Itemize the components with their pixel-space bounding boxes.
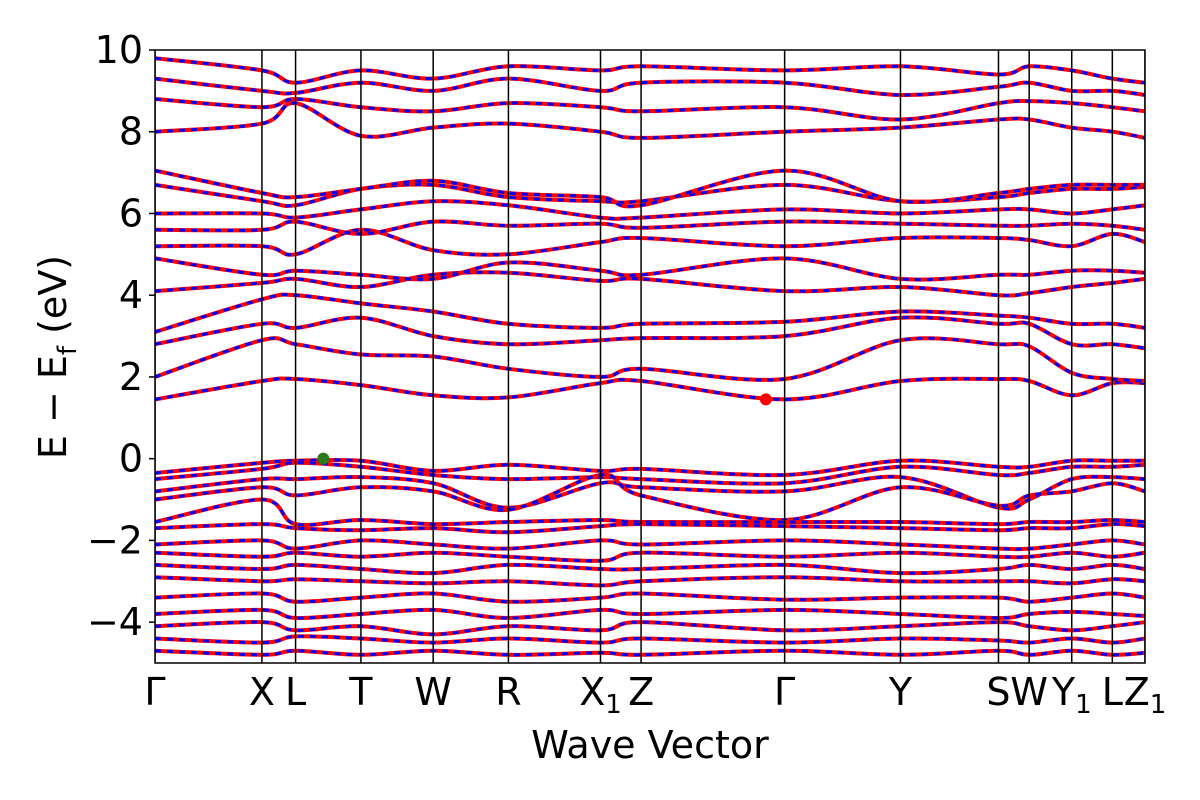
- band-14-red: [155, 56, 1145, 85]
- cbm-marker: [759, 393, 772, 406]
- y-axis-title-unit: (eV): [31, 255, 75, 346]
- band-27-red: [155, 620, 1145, 637]
- band-19-blue: [155, 497, 1145, 527]
- x-tick-label-11: W: [1010, 670, 1048, 714]
- band-5-red: [155, 256, 1145, 282]
- x-tick-label-7: Z: [628, 670, 654, 714]
- x-tick-label-6: X1: [579, 670, 622, 720]
- x-tick-label-12: Y1: [1051, 670, 1092, 720]
- x-tick-label-5: R: [495, 670, 521, 714]
- y-axis-title: E − Ef (eV): [31, 255, 83, 459]
- band-7-blue: [155, 219, 1145, 236]
- y-tick-label-0: −4: [87, 600, 143, 644]
- band-9-blue: [155, 182, 1145, 208]
- band-25-blue: [155, 591, 1145, 604]
- svg-text:E − Ef (eV): E − Ef (eV): [31, 255, 83, 459]
- band-18-red: [155, 472, 1145, 523]
- x-axis-title: Wave Vector: [531, 723, 769, 767]
- band-15-blue: [155, 458, 1145, 477]
- y-axis-title-main: E − E: [31, 355, 75, 459]
- x-tick-label-3: T: [348, 670, 373, 714]
- band-0-blue: [155, 376, 1145, 401]
- band-13-blue: [155, 77, 1145, 97]
- band-0-red: [155, 376, 1145, 402]
- band-16-blue: [155, 461, 1145, 486]
- vbm-marker: [317, 452, 330, 465]
- x-tick-label-9: Y: [888, 670, 913, 714]
- x-tick-label-4: W: [414, 670, 452, 714]
- x-tick-label-10: S: [986, 670, 1010, 714]
- band-1-red: [155, 336, 1145, 383]
- band-20-blue: [155, 522, 1145, 534]
- band-11-red: [155, 101, 1145, 140]
- y-tick-label-4: 4: [119, 273, 143, 317]
- x-tick-label-8: Γ: [774, 670, 795, 714]
- band-22-blue: [155, 551, 1145, 563]
- band-28-blue: [155, 634, 1145, 645]
- band-8-blue: [155, 199, 1145, 221]
- y-tick-label-3: 2: [119, 355, 143, 399]
- band-12-blue: [155, 97, 1145, 122]
- band-23-blue: [155, 563, 1145, 575]
- x-tick-label-1: X: [249, 670, 275, 714]
- band-27-blue: [155, 620, 1145, 636]
- band-29-blue: [155, 649, 1145, 657]
- y-tick-label-2: 0: [119, 437, 143, 481]
- band-26-blue: [155, 608, 1145, 620]
- x-tick-label-0: Γ: [144, 670, 165, 714]
- band-14-blue: [155, 56, 1145, 85]
- band-4-blue: [155, 270, 1145, 297]
- band-21-blue: [155, 538, 1145, 551]
- x-tick-label-2: L: [285, 670, 306, 714]
- y-axis-title-sub: f: [53, 345, 83, 355]
- band-7-red: [155, 219, 1145, 236]
- y-tick-label-1: −2: [87, 518, 143, 562]
- plot-frame: [154, 49, 1146, 664]
- x-tick-label-14: Z1: [1124, 670, 1167, 720]
- band-6-red: [155, 227, 1145, 257]
- plot-area: [155, 50, 1145, 663]
- band-24-blue: [155, 575, 1145, 587]
- y-tick-label-6: 8: [119, 110, 143, 154]
- y-tick-label-7: 10: [95, 28, 143, 72]
- band-5-blue: [155, 256, 1145, 282]
- band-12-red: [155, 96, 1145, 122]
- y-tick-label-5: 6: [119, 191, 143, 235]
- x-tick-label-13: L: [1102, 670, 1123, 714]
